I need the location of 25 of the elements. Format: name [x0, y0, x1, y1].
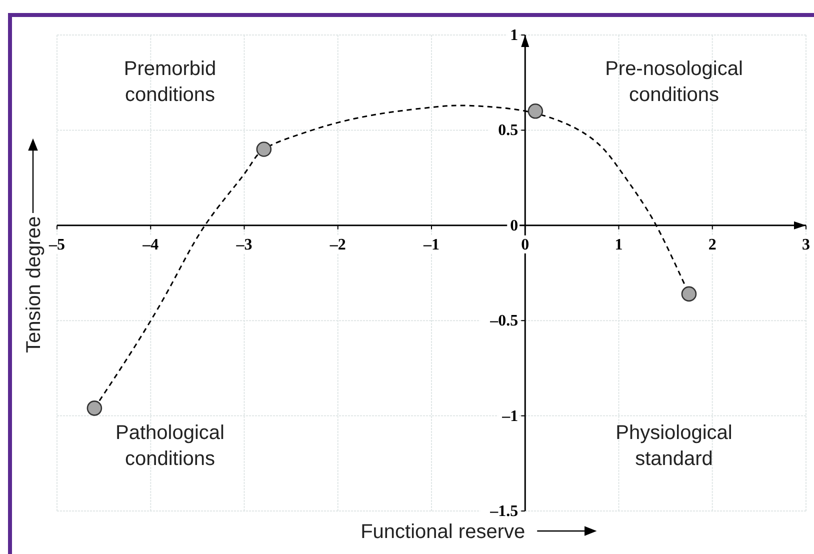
y-tick-label: –0.5 [489, 312, 518, 330]
x-axis-title: Functional reserve [360, 521, 526, 543]
annotation: Pre-nosological conditions [605, 58, 743, 106]
x-tick-label: –2 [328, 236, 346, 254]
y-tick-label: 0.5 [498, 122, 518, 140]
x-tick-label: 2 [708, 236, 716, 254]
x-tick-label: –5 [48, 236, 65, 254]
y-tick-label: –1.5 [489, 503, 518, 520]
point [256, 142, 272, 157]
point [681, 286, 697, 302]
y-tick-label: –1 [501, 408, 518, 425]
x-tick-label: 1 [614, 236, 623, 254]
x-tick-label: 3 [802, 236, 810, 254]
annotation: Physiological standard [616, 422, 732, 470]
x-tick-label: –3 [235, 236, 252, 254]
point [528, 104, 544, 119]
y-axis-title: Tension degree [23, 216, 45, 353]
x-tick-label: –4 [142, 236, 159, 254]
x-tick-label: –1 [422, 236, 440, 254]
annotation: Pathological conditions [116, 422, 224, 470]
point [86, 400, 102, 416]
x-tick-label: 0 [521, 236, 530, 254]
annotation: Premorbid conditions [124, 58, 216, 106]
y-tick-label: 0 [510, 217, 518, 234]
y-tick-label: 1 [510, 27, 518, 44]
